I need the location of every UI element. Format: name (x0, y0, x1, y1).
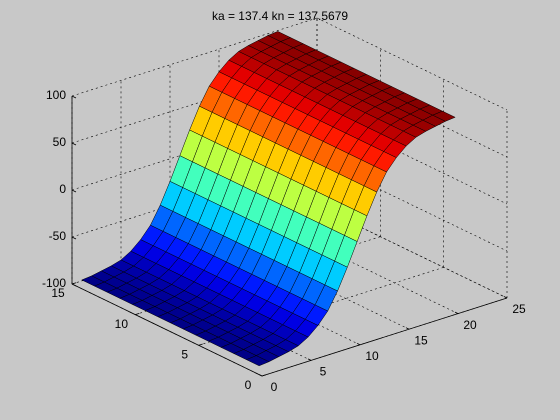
x-tick (405, 327, 410, 330)
x-tick-label: 25 (512, 302, 526, 316)
x-tick (454, 311, 459, 314)
x-tick-label: 10 (365, 349, 379, 363)
x-tick (307, 358, 312, 361)
y-tick (135, 312, 140, 316)
z-tick (71, 189, 77, 193)
x-tick-label: 0 (271, 380, 278, 394)
z-tick (71, 283, 77, 287)
z-tick-label: 50 (53, 135, 67, 149)
x-tick (258, 374, 263, 377)
y-tick-label: 10 (115, 317, 129, 331)
z-tick (71, 95, 77, 99)
x-axis (261, 297, 508, 377)
y-tick-label: 15 (51, 286, 65, 300)
z-tick (71, 236, 77, 240)
z-tick-label: -50 (49, 229, 67, 243)
y-tick-label: 0 (245, 378, 252, 392)
y-tick (71, 282, 77, 285)
z-tick-label: -100 (42, 276, 66, 290)
x-tick-label: 5 (320, 365, 327, 379)
y-axis (71, 283, 263, 377)
chart-title: ka = 137.4 kn = 137.5679 (212, 9, 348, 23)
surface-patch (245, 355, 270, 367)
x-tick (356, 342, 361, 346)
z-tick-label: 100 (46, 88, 66, 102)
x-tick-label: 20 (463, 318, 477, 332)
y-tick (198, 343, 203, 346)
y-tick (261, 374, 267, 377)
x-tick-label: 15 (414, 333, 428, 347)
grid-line (316, 17, 508, 111)
z-tick (71, 142, 77, 146)
x-tick (503, 296, 508, 299)
y-tick-label: 5 (181, 348, 188, 362)
z-tick-label: 0 (59, 182, 66, 196)
